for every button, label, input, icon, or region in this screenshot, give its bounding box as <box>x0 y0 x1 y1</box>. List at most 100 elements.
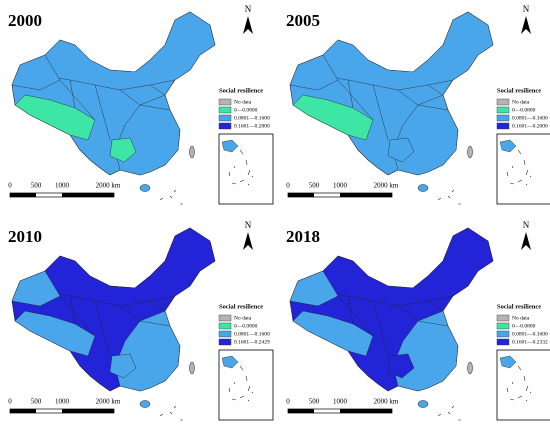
legend-title: Social resilience <box>219 303 263 310</box>
legend-swatch <box>496 106 510 114</box>
inset-coast <box>221 355 239 369</box>
province-lines <box>59 295 171 357</box>
legend-label: No data <box>512 316 530 322</box>
inset-dashes <box>228 149 254 186</box>
legend-label: 0.1601—0.2000 <box>512 124 548 130</box>
legend-swatch <box>218 338 232 346</box>
legend-label: No data <box>234 316 252 322</box>
islands <box>159 405 183 421</box>
inset-dashes <box>228 365 254 402</box>
scale-label: 1000 <box>55 182 70 190</box>
scale-label: 0 <box>8 182 12 190</box>
scale-label: 500 <box>309 398 320 406</box>
inset-dashes <box>506 149 532 186</box>
legend-swatch <box>496 330 510 338</box>
region <box>109 353 137 379</box>
scale-label: 2000 km <box>96 182 121 190</box>
region <box>387 137 415 163</box>
legend-label: 0—0.0800 <box>512 108 536 114</box>
year-label: 2005 <box>286 11 320 30</box>
scale-label: 0 <box>8 398 12 406</box>
legend-swatch <box>496 98 510 106</box>
legend-label: 0—0.0800 <box>234 108 258 114</box>
year-label: 2018 <box>286 227 320 246</box>
north-label: N <box>523 220 530 230</box>
inset-coast <box>499 355 517 369</box>
legend-swatch <box>218 114 232 122</box>
scale-label: 1000 <box>333 182 348 190</box>
legend-label: 0.1601—0.2429 <box>234 340 270 346</box>
scale-bar-fill <box>10 193 36 197</box>
north-arrow <box>243 16 253 34</box>
region <box>14 310 96 357</box>
scale-label: 2000 km <box>96 398 121 406</box>
scale-bar-fill <box>288 409 314 413</box>
region <box>292 94 374 141</box>
region <box>289 270 339 307</box>
north-label: N <box>245 220 252 230</box>
scale-bar-fill <box>62 409 114 413</box>
legend-title: Social resilience <box>497 303 541 310</box>
north-arrow <box>521 232 531 250</box>
map-panel: 2005 N Social resilience No data 0—0.0800 0.0… <box>286 4 550 205</box>
scale-bar-fill <box>288 193 314 197</box>
islands <box>437 189 461 205</box>
map-panel: 2000 N Social resilience No data 0—0.0800 0.0… <box>8 4 274 205</box>
scale-label: 0 <box>286 182 290 190</box>
region <box>14 94 96 141</box>
year-label: 2000 <box>8 11 42 30</box>
scale-bar-fill <box>62 193 114 197</box>
legend-label: No data <box>512 100 530 106</box>
scale-bar-fill <box>10 409 36 413</box>
scale-label: 1000 <box>55 398 70 406</box>
scale-label: 0 <box>286 398 290 406</box>
region <box>289 54 339 91</box>
taiwan <box>189 145 195 159</box>
year-label: 2010 <box>8 227 42 246</box>
scale-label: 1000 <box>333 398 348 406</box>
province-lines <box>337 295 449 357</box>
hainan <box>417 184 429 192</box>
taiwan <box>467 145 473 159</box>
legend-title: Social resilience <box>219 87 263 94</box>
province-lines <box>337 79 449 141</box>
scale-label: 500 <box>31 398 42 406</box>
legend-swatch <box>496 322 510 330</box>
north-arrow <box>243 232 253 250</box>
legend-label: 0.0801—0.1600 <box>234 116 270 122</box>
scale-label: 2000 km <box>374 182 399 190</box>
legend-label: No data <box>234 100 252 106</box>
legend-title: Social resilience <box>497 87 541 94</box>
scale-bar-fill <box>340 409 392 413</box>
scale-bar-fill <box>340 193 392 197</box>
legend-swatch <box>218 330 232 338</box>
region <box>109 137 137 163</box>
inset-dashes <box>506 365 532 402</box>
region <box>387 353 415 379</box>
legend-swatch <box>218 322 232 330</box>
north-label: N <box>523 4 530 14</box>
legend-swatch <box>496 122 510 130</box>
scale-label: 500 <box>309 182 320 190</box>
region <box>11 270 61 307</box>
hainan <box>417 400 429 408</box>
region <box>292 310 374 357</box>
legend-label: 0.1601—0.2000 <box>234 124 270 130</box>
islands <box>437 405 461 421</box>
legend-swatch <box>496 114 510 122</box>
legend-swatch <box>218 106 232 114</box>
province-lines <box>59 79 171 141</box>
legend-label: 0.1601—0.2332 <box>512 340 548 346</box>
legend-label: 0.0801—0.1600 <box>512 332 548 338</box>
inset-coast <box>499 139 517 153</box>
islands <box>159 189 183 205</box>
legend-swatch <box>218 122 232 130</box>
legend-label: 0—0.0800 <box>234 324 258 330</box>
hainan <box>139 184 151 192</box>
legend-label: 0.0801—0.1600 <box>512 116 548 122</box>
region <box>11 54 61 91</box>
scale-label: 500 <box>31 182 42 190</box>
legend-swatch <box>218 314 232 322</box>
map-panel: 2018 N Social resilience No data 0—0.0800 0.0… <box>286 220 550 421</box>
